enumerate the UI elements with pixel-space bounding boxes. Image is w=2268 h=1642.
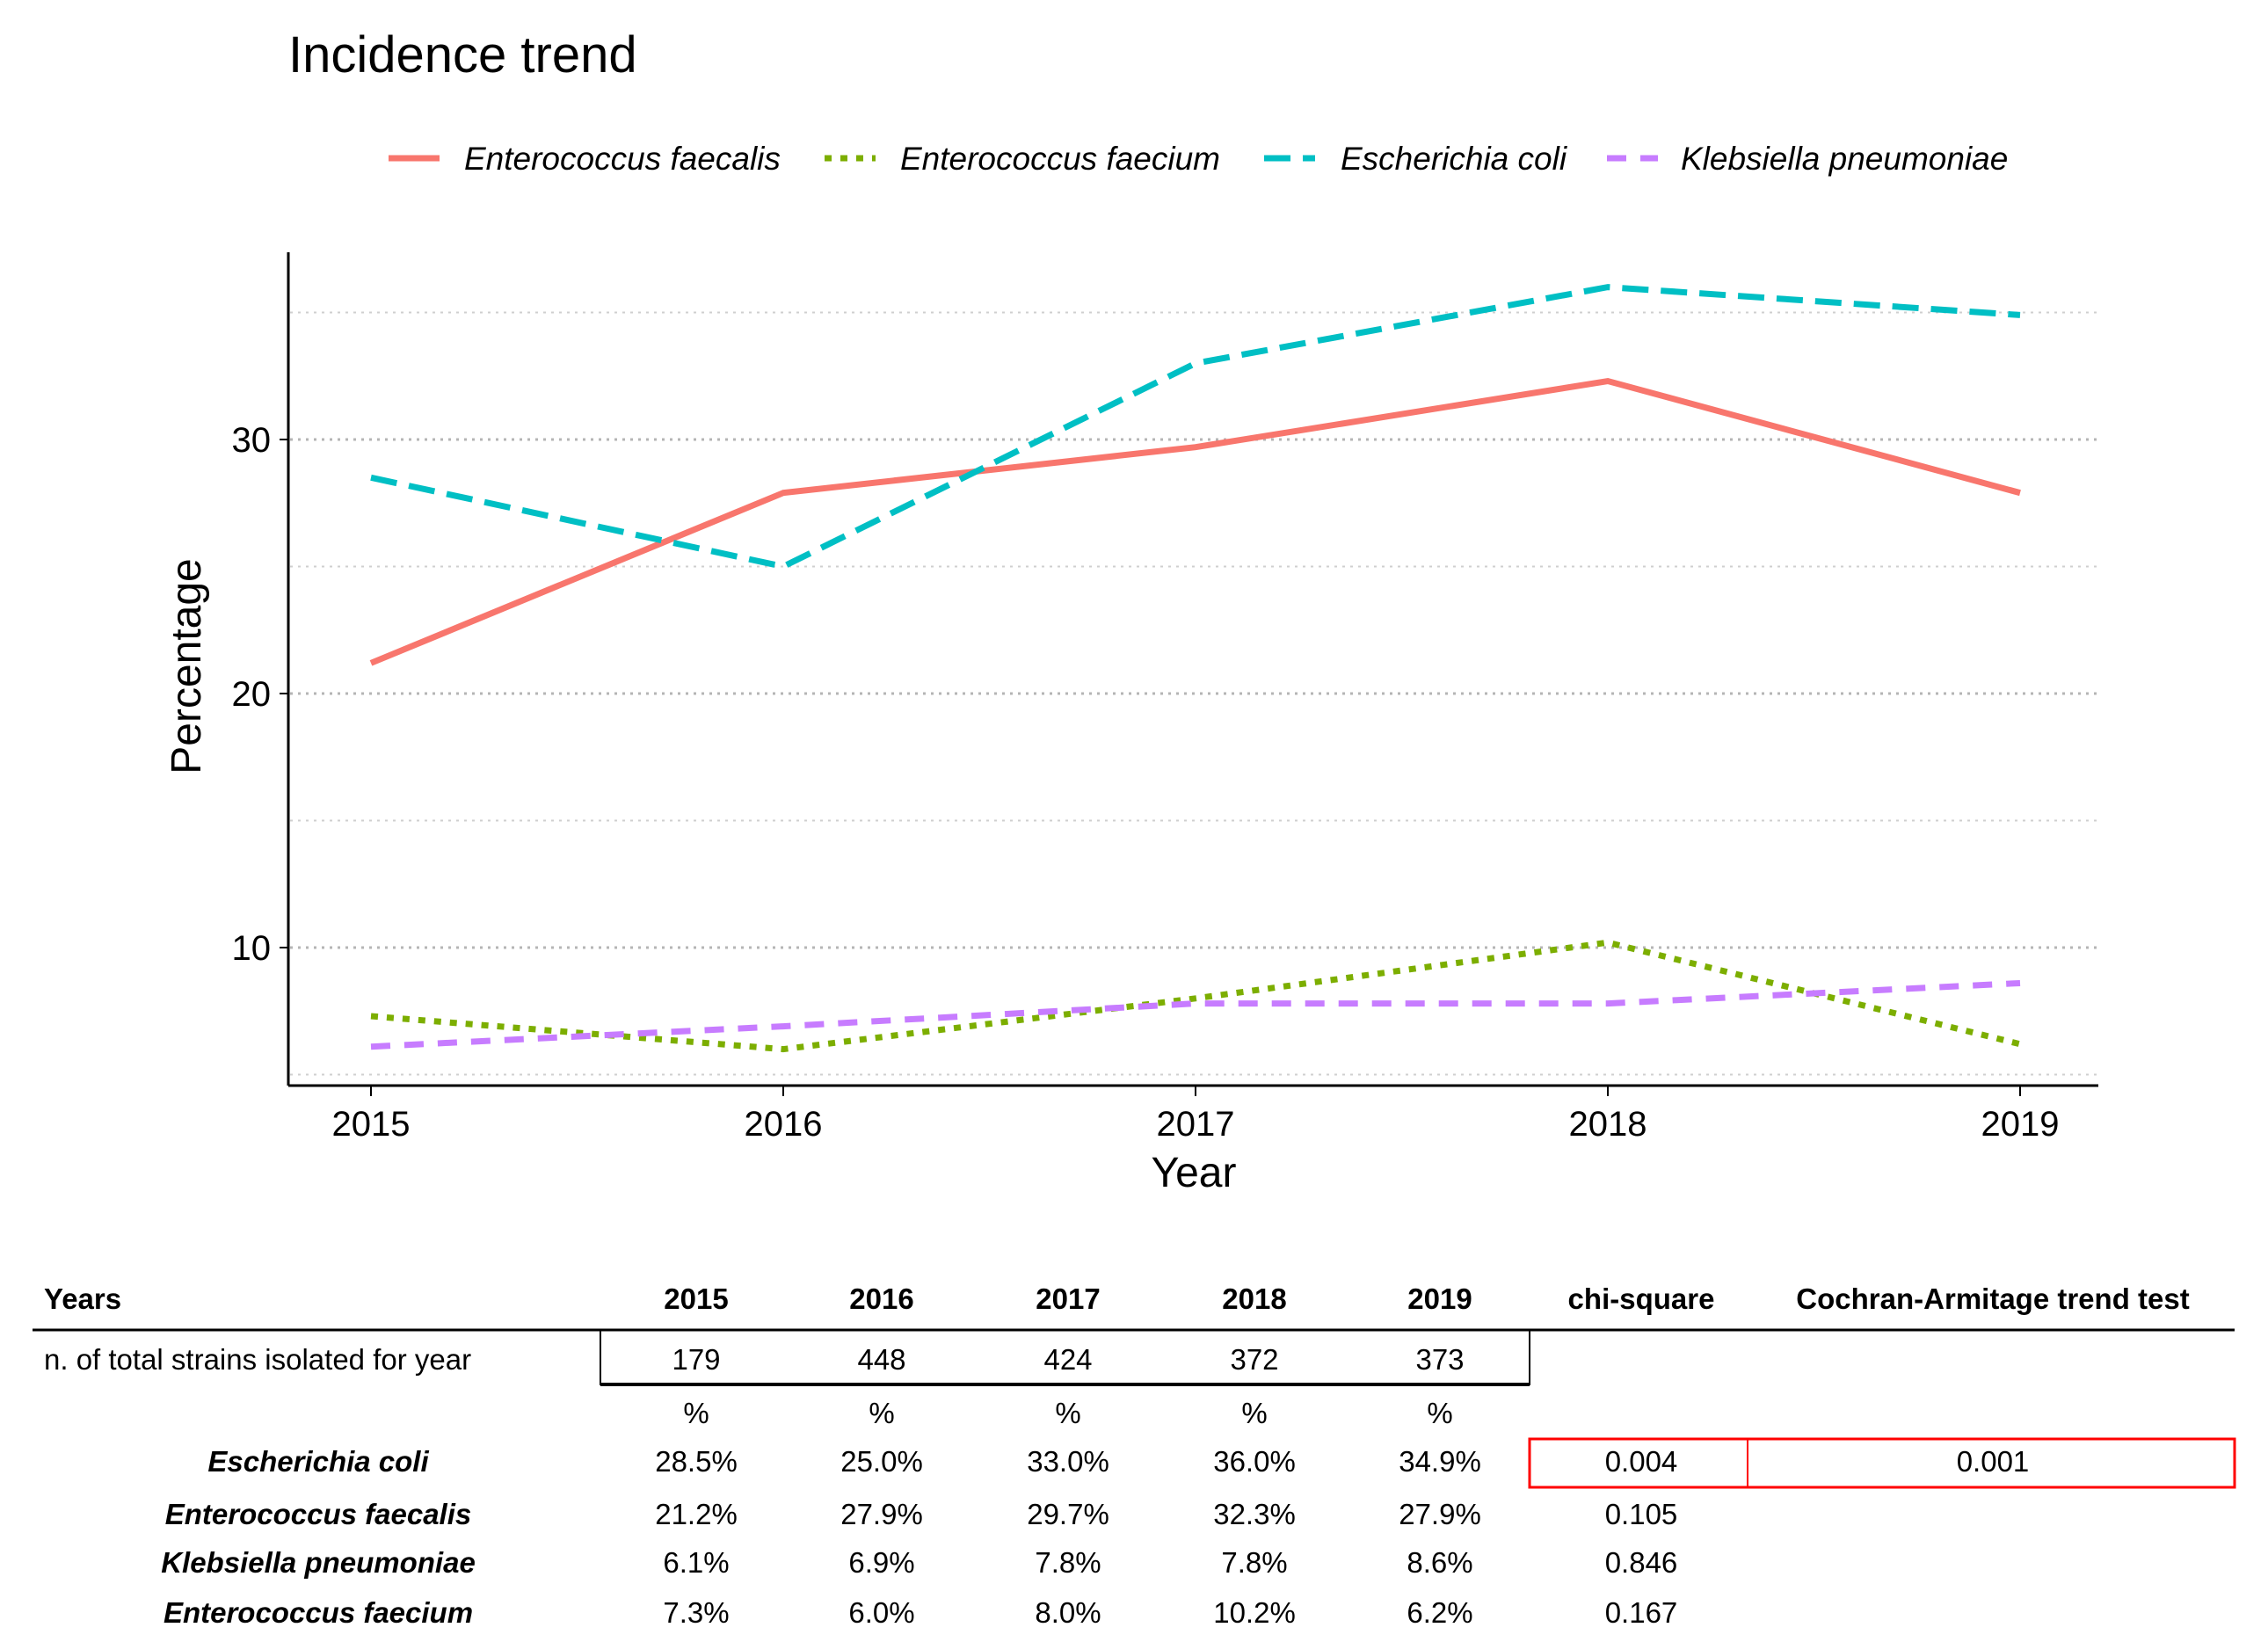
gridlines xyxy=(290,311,2098,1076)
percent-cell: 8.6% xyxy=(1407,1546,1473,1579)
line-chart: Incidence trend 10 20 30 2015 2016 2017 2018 20… xyxy=(164,26,2098,1196)
species-label: Enterococcus faecalis xyxy=(164,1498,472,1530)
column-header: Years xyxy=(44,1282,122,1315)
unit-cell: % xyxy=(1241,1397,1268,1429)
percent-cell: 34.9% xyxy=(1399,1445,1481,1478)
x-tick-label: 2015 xyxy=(332,1105,411,1144)
unit-cell: % xyxy=(683,1397,709,1429)
percent-cell: 25.0% xyxy=(840,1445,923,1478)
axis-ticks: 10 20 30 2015 2016 2017 2018 2019 xyxy=(232,421,2060,1144)
legend-label: Enterococcus faecalis xyxy=(464,141,781,177)
total-cell: 448 xyxy=(857,1343,906,1376)
legend-label: Escherichia coli xyxy=(1341,141,1568,177)
percent-cell: 36.0% xyxy=(1213,1445,1296,1478)
percent-cell: 8.0% xyxy=(1035,1596,1101,1629)
series-line-escherichia-coli xyxy=(370,284,2021,570)
column-header: 2019 xyxy=(1407,1282,1472,1315)
percent-cell: 27.9% xyxy=(840,1498,923,1530)
x-tick-label: 2018 xyxy=(1569,1105,1647,1144)
percent-cell: 6.9% xyxy=(848,1546,915,1579)
percent-cell: 27.9% xyxy=(1399,1498,1481,1530)
unit-cell: % xyxy=(1427,1397,1453,1429)
row-label: n. of total strains isolated for year xyxy=(44,1343,472,1376)
percent-cell: 10.2% xyxy=(1213,1596,1296,1629)
x-tick-label: 2016 xyxy=(745,1105,823,1144)
y-tick-label: 30 xyxy=(232,421,272,460)
column-header: Cochran-Armitage trend test xyxy=(1796,1282,2190,1315)
species-label: Klebsiella pneumoniae xyxy=(161,1546,476,1579)
percent-cell: 29.7% xyxy=(1027,1498,1109,1530)
percent-cell: 21.2% xyxy=(655,1498,738,1530)
percent-cell: 33.0% xyxy=(1027,1445,1109,1478)
y-tick-label: 10 xyxy=(232,929,272,968)
chi-square-cell: 0.167 xyxy=(1604,1596,1678,1629)
percent-cell: 32.3% xyxy=(1213,1498,1296,1530)
trend-test-cell: 0.001 xyxy=(1956,1445,2030,1478)
x-axis-label: Year xyxy=(1152,1150,1237,1196)
percent-cell: 28.5% xyxy=(655,1445,738,1478)
unit-cell: % xyxy=(1055,1397,1081,1429)
total-cell: 372 xyxy=(1230,1343,1279,1376)
percent-cell: 7.8% xyxy=(1035,1546,1101,1579)
percent-cell: 7.8% xyxy=(1221,1546,1288,1579)
series-line-klebsiella-pneumoniae xyxy=(370,979,2021,1050)
percent-cell: 7.3% xyxy=(663,1596,730,1629)
total-cell: 373 xyxy=(1415,1343,1465,1376)
species-label: Enterococcus faecium xyxy=(163,1596,474,1629)
x-tick-label: 2019 xyxy=(1981,1105,2060,1144)
y-tick-label: 20 xyxy=(232,675,272,714)
chart-title: Incidence trend xyxy=(288,26,637,84)
species-label: Escherichia coli xyxy=(207,1445,429,1478)
legend-label: Klebsiella pneumoniae xyxy=(1681,141,2008,177)
chi-square-cell: 0.004 xyxy=(1604,1445,1678,1478)
x-tick-label: 2017 xyxy=(1157,1105,1235,1144)
column-header: 2015 xyxy=(664,1282,729,1315)
chi-square-cell: 0.105 xyxy=(1604,1498,1678,1530)
unit-cell: % xyxy=(869,1397,895,1429)
legend: Enterococcus faecalis Enterococcus faeciu… xyxy=(389,141,2008,177)
y-axis-label: Percentage xyxy=(164,558,210,774)
column-header: 2018 xyxy=(1222,1282,1287,1315)
percent-cell: 6.2% xyxy=(1407,1596,1473,1629)
column-header: 2017 xyxy=(1036,1282,1101,1315)
series-line-enterococcus-faecium xyxy=(370,939,2021,1053)
chi-square-cell: 0.846 xyxy=(1604,1546,1678,1579)
legend-label: Enterococcus faecium xyxy=(900,141,1220,177)
percent-cell: 6.1% xyxy=(663,1546,730,1579)
series-lines xyxy=(369,284,2021,1053)
series-line-enterococcus-faecalis xyxy=(369,377,2021,666)
column-header: 2016 xyxy=(849,1282,914,1315)
total-cell: 179 xyxy=(672,1343,721,1376)
column-header: chi-square xyxy=(1567,1282,1715,1315)
total-cell: 424 xyxy=(1043,1343,1093,1376)
percent-cell: 6.0% xyxy=(848,1596,915,1629)
